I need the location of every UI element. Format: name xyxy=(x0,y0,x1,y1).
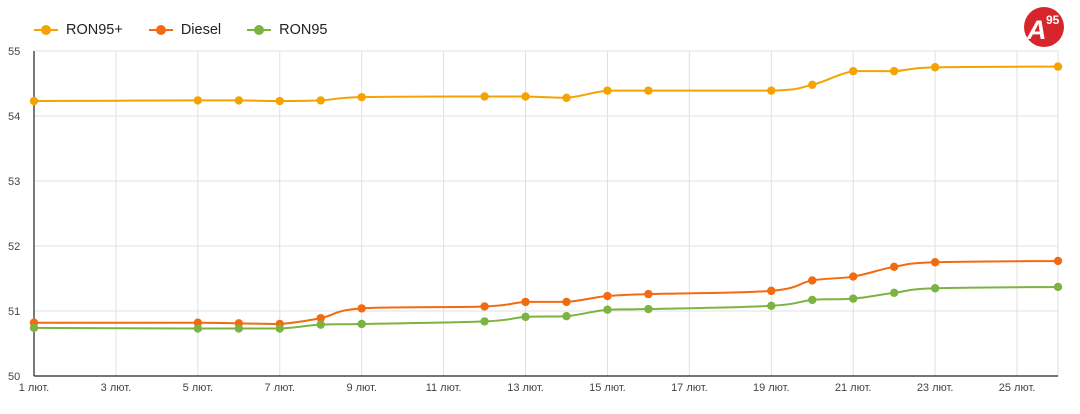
data-point-ron95 xyxy=(849,294,858,303)
x-tick-label: 17 лют. xyxy=(671,382,708,394)
a95-logo: A 95 xyxy=(1024,7,1064,47)
data-point-diesel xyxy=(930,258,940,267)
data-point-ron95plus xyxy=(767,86,776,95)
legend-marker-ron95plus xyxy=(34,25,58,35)
data-point-ron95 xyxy=(603,305,612,314)
data-point-diesel xyxy=(1053,256,1063,266)
y-tick-label: 50 xyxy=(8,371,20,383)
data-point-ron95plus xyxy=(357,92,366,102)
legend-item-diesel[interactable]: Diesel xyxy=(148,22,222,38)
data-point-ron95plus xyxy=(480,92,489,101)
data-point-ron95plus xyxy=(1053,62,1063,71)
legend-label-diesel: Diesel xyxy=(180,22,222,38)
svg-text:A: A xyxy=(1026,15,1047,45)
data-point-diesel xyxy=(193,318,203,327)
data-point-diesel xyxy=(562,297,571,307)
data-point-ron95 xyxy=(562,312,571,321)
x-tick-label: 15 лют. xyxy=(589,382,626,394)
x-tick-label: 11 лют. xyxy=(426,382,462,394)
data-point-diesel xyxy=(889,262,899,271)
data-point-ron95 xyxy=(521,312,530,322)
svg-text:95: 95 xyxy=(1046,13,1060,27)
data-point-diesel xyxy=(849,272,858,281)
data-point-diesel xyxy=(603,291,612,301)
data-point-diesel xyxy=(808,276,817,285)
data-point-diesel xyxy=(644,289,653,299)
data-point-ron95 xyxy=(316,320,325,329)
data-point-diesel xyxy=(480,302,489,311)
data-point-ron95plus xyxy=(644,86,653,95)
y-tick-label: 55 xyxy=(8,46,20,58)
series-line-ron95plus xyxy=(33,65,1059,103)
x-tick-label: 1 лют. xyxy=(19,382,49,394)
data-point-diesel xyxy=(767,286,776,296)
legend-item-ron95plus[interactable]: RON95+ xyxy=(34,22,123,38)
data-point-ron95plus xyxy=(889,66,899,76)
x-tick-label: 13 лют. xyxy=(507,382,544,394)
legend-item-ron95[interactable]: RON95 xyxy=(247,22,327,38)
legend-label-ron95plus: RON95+ xyxy=(66,22,123,38)
y-tick-label: 54 xyxy=(8,111,20,123)
y-tick-label: 52 xyxy=(8,241,20,253)
x-tick-label: 5 лют. xyxy=(183,382,213,394)
data-point-ron95 xyxy=(808,295,817,305)
x-tick-label: 19 лют. xyxy=(753,382,790,394)
x-tick-label: 23 лют. xyxy=(917,382,954,394)
data-point-ron95plus xyxy=(29,96,39,106)
data-point-ron95plus xyxy=(808,80,817,90)
y-tick-label: 51 xyxy=(8,306,20,318)
x-tick-label: 9 лют. xyxy=(346,382,376,394)
data-point-ron95plus xyxy=(316,96,325,105)
x-tick-label: 21 лют. xyxy=(835,382,872,394)
data-point-ron95plus xyxy=(521,92,530,101)
data-point-ron95plus xyxy=(849,66,858,76)
legend-marker-ron95 xyxy=(247,25,272,35)
data-point-ron95 xyxy=(1053,282,1063,292)
data-point-ron95plus xyxy=(603,86,612,95)
data-point-ron95plus xyxy=(275,96,284,106)
data-point-ron95plus xyxy=(193,96,203,105)
y-tick-label: 53 xyxy=(8,176,20,188)
series-line-diesel xyxy=(33,259,1059,326)
data-point-ron95plus xyxy=(562,93,571,103)
data-point-ron95plus xyxy=(930,63,940,72)
data-point-diesel xyxy=(521,297,530,307)
legend-marker-diesel xyxy=(148,25,173,35)
data-point-ron95 xyxy=(275,324,284,333)
data-point-ron95 xyxy=(767,301,776,310)
data-point-ron95 xyxy=(234,324,243,333)
data-point-ron95 xyxy=(357,319,366,329)
data-point-ron95 xyxy=(480,317,489,326)
x-tick-label: 25 лют. xyxy=(999,382,1036,394)
data-point-ron95plus xyxy=(234,96,243,105)
x-tick-label: 3 лют. xyxy=(101,382,131,394)
chart-legend: RON95+ Diesel RON95 xyxy=(34,22,353,38)
data-point-ron95 xyxy=(193,324,203,333)
legend-label-ron95: RON95 xyxy=(279,22,328,38)
data-point-ron95 xyxy=(930,284,940,293)
data-point-ron95 xyxy=(644,304,653,314)
x-tick-label: 7 лют. xyxy=(265,382,295,394)
data-point-diesel xyxy=(357,304,366,313)
data-point-diesel xyxy=(316,313,325,323)
data-point-ron95 xyxy=(889,288,899,297)
data-point-ron95 xyxy=(29,323,39,333)
